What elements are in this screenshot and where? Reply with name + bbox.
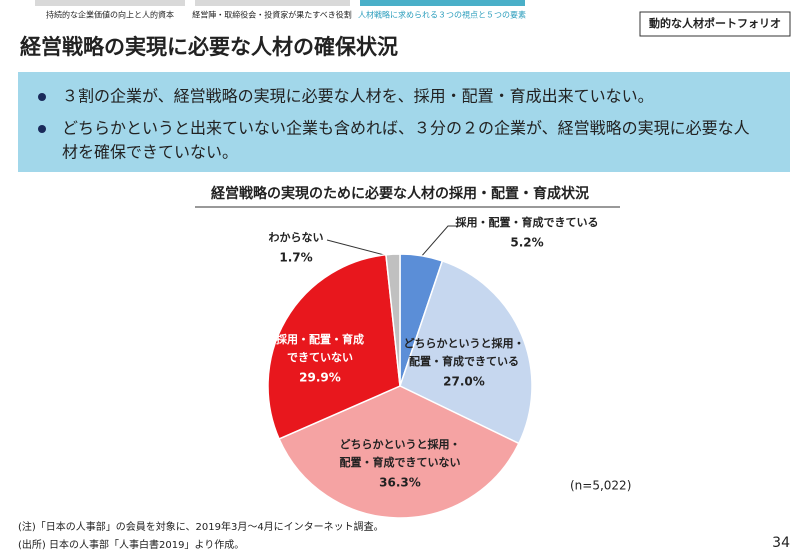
page-number: 34 bbox=[772, 535, 790, 551]
pie-slice bbox=[399, 260, 533, 445]
nav-bar bbox=[195, 0, 350, 6]
bullet-text: 材を確保できていない。 bbox=[62, 143, 238, 162]
footnote: (注)「日本の人事部」の会員を対象に、2019年3月～4月にインターネット調査。 bbox=[18, 520, 384, 533]
nav-tab[interactable]: 経営陣・取締役会・投資家が果たすべき役割 bbox=[192, 10, 351, 20]
chart-title: 経営戦略の実現のために必要な人材の採用・配置・育成状況 bbox=[211, 185, 589, 202]
nav-tab[interactable]: 持続的な企業価値の向上と人的資本 bbox=[46, 10, 174, 20]
bullet-text: どちらかというと出来ていない企業も含めれば、３分の２の企業が、経営戦略の実現に必… bbox=[62, 119, 750, 138]
pie-slice bbox=[385, 253, 401, 387]
value-label: 1.7% bbox=[279, 251, 312, 265]
slice-label: 配置・育成できている bbox=[409, 354, 519, 368]
leader-line bbox=[419, 225, 460, 259]
bullet-dot bbox=[38, 125, 46, 133]
slice-label: どちらかというと採用・ bbox=[404, 336, 525, 350]
pie-slice bbox=[278, 385, 520, 519]
footnote: (出所) 日本の人事部「人事白書2019」より作成。 bbox=[18, 538, 244, 551]
bullet-text: ３割の企業が、経営戦略の実現に必要な人材を、採用・配置・育成出来ていない。 bbox=[62, 87, 654, 106]
slice-label: 配置・育成できていない bbox=[340, 455, 461, 469]
slice-label: わからない bbox=[269, 231, 324, 244]
value-label: 27.0% bbox=[443, 375, 485, 389]
value-label: 36.3% bbox=[379, 476, 421, 490]
sample-note: (n=5,022) bbox=[570, 479, 631, 493]
slice-label: 採用・配置・育成できている bbox=[456, 215, 599, 229]
value-label: 5.2% bbox=[510, 236, 543, 250]
bullet-dot bbox=[38, 93, 46, 101]
bullet-box bbox=[18, 72, 790, 172]
pie-slice bbox=[267, 253, 401, 440]
slice-label: できていない bbox=[287, 351, 353, 364]
nav-bar bbox=[35, 0, 185, 6]
value-label: 29.9% bbox=[299, 371, 341, 385]
title: 経営戦略の実現に必要な人材の確保状況 bbox=[20, 35, 398, 59]
badge: 動的な人材ポートフォリオ bbox=[649, 16, 781, 30]
slice-label: どちらかというと採用・ bbox=[340, 437, 461, 451]
nav-bar-active bbox=[360, 0, 525, 6]
slice-label: 採用・配置・育成 bbox=[276, 332, 364, 346]
nav-tab[interactable]: 人材戦略に求められる３つの視点と５つの要素 bbox=[358, 10, 526, 20]
badge-box bbox=[639, 11, 791, 37]
